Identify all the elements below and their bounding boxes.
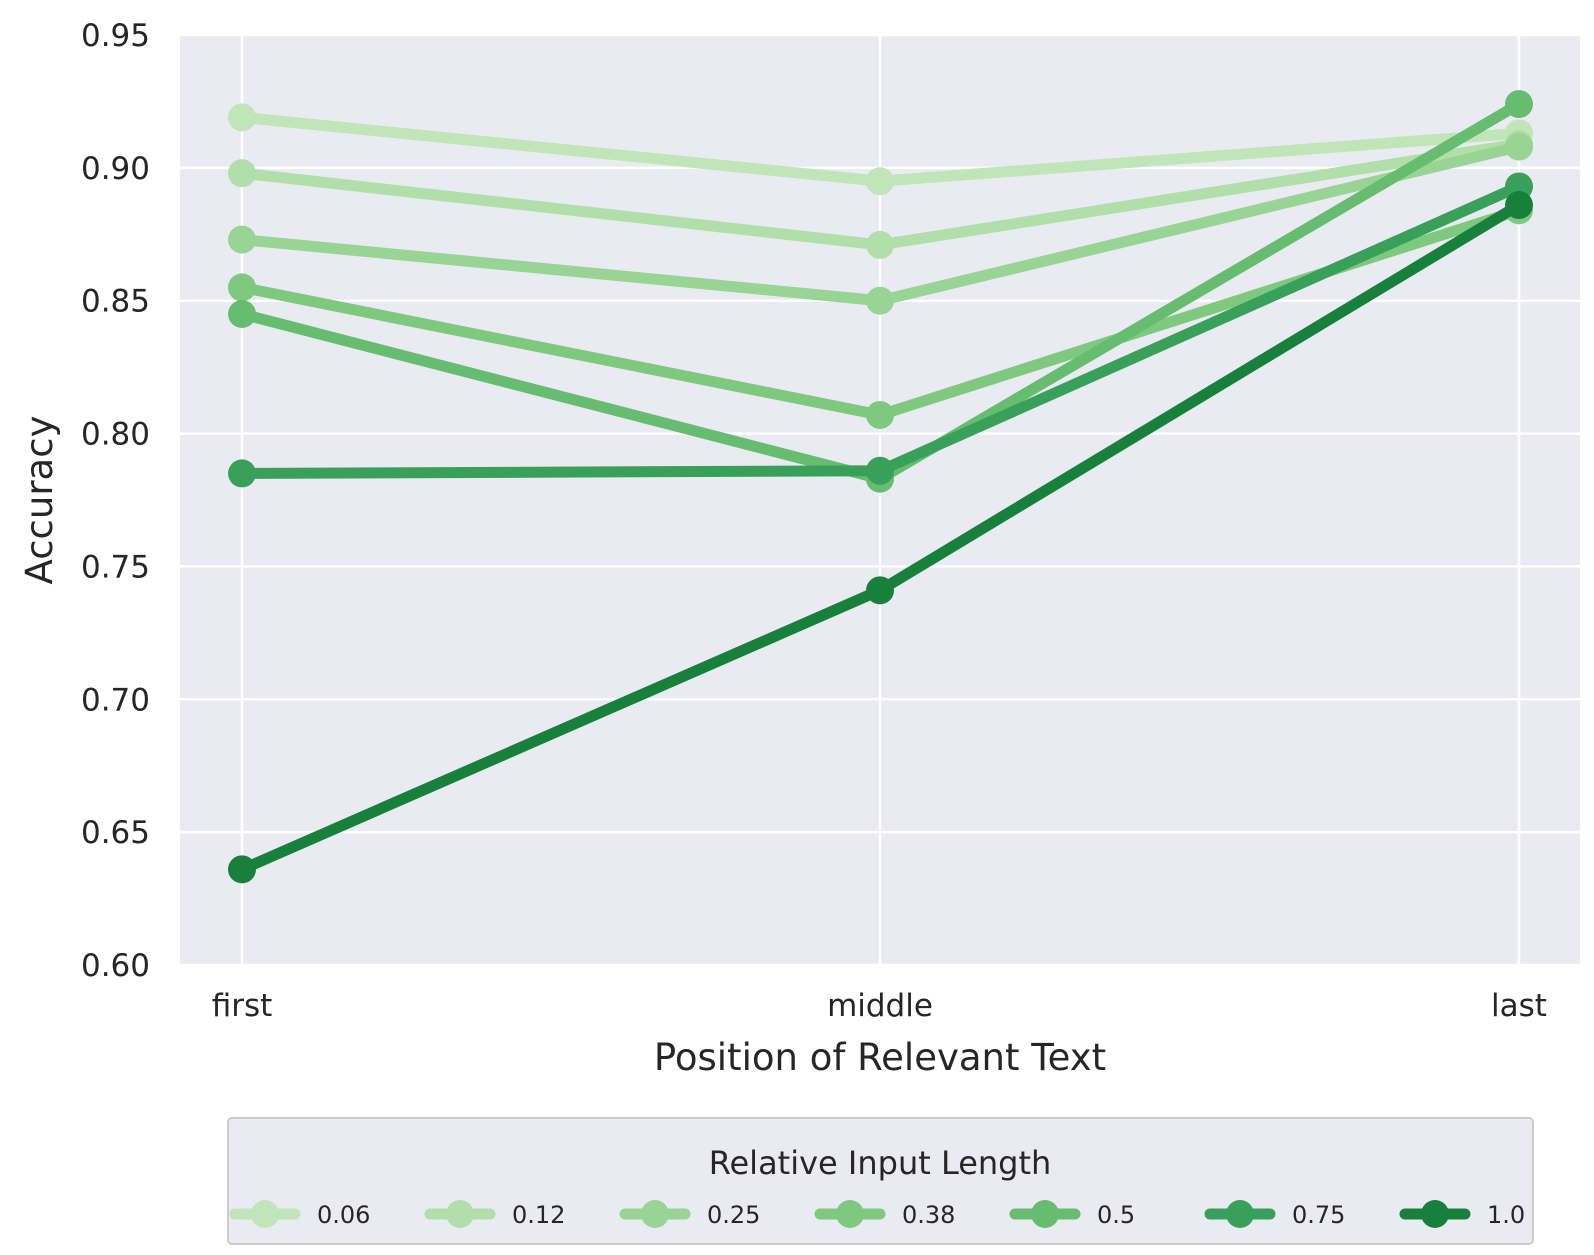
- y-tick-label: 0.70: [81, 682, 150, 718]
- data-point: [228, 103, 256, 132]
- legend-item: 0.12: [424, 1200, 565, 1229]
- legend-swatch-marker: [446, 1200, 474, 1228]
- data-point: [228, 855, 256, 884]
- data-point: [866, 400, 894, 429]
- data-point: [228, 225, 256, 254]
- data-point: [228, 459, 256, 488]
- series-1.0: [228, 191, 1533, 884]
- series-0.25: [228, 132, 1533, 315]
- legend-item: 1.0: [1399, 1200, 1525, 1229]
- series-layer: [228, 90, 1533, 884]
- x-tick-labels: first middle last: [212, 988, 1547, 1024]
- y-tick-label: 0.95: [81, 18, 150, 54]
- legend-item: 0.75: [1204, 1200, 1345, 1229]
- data-point: [1505, 90, 1533, 119]
- legend-swatch-marker: [836, 1200, 864, 1228]
- data-point: [228, 273, 256, 302]
- data-point: [866, 456, 894, 485]
- legend-swatch-marker: [1226, 1200, 1254, 1228]
- legend-swatch-marker: [1031, 1200, 1059, 1228]
- gridlines: [180, 33, 1580, 967]
- y-tick-label: 0.90: [81, 151, 150, 187]
- y-axis-label: Accuracy: [18, 416, 61, 585]
- legend-label: 0.38: [902, 1201, 955, 1229]
- data-point: [866, 576, 894, 605]
- y-tick-label: 0.60: [81, 948, 150, 984]
- legend-swatch-marker: [641, 1200, 669, 1228]
- legend-label: 0.06: [317, 1201, 370, 1229]
- series-0.06: [228, 103, 1533, 196]
- legend-label: 0.12: [512, 1201, 565, 1229]
- data-point: [1505, 132, 1533, 161]
- legend-items: 0.06 0.12 0.25 0.38 0.5 0.75 1.0: [229, 1200, 1525, 1229]
- legend: Relative Input Length 0.06 0.12 0.25 0.38 0.…: [227, 1117, 1534, 1245]
- legend-title: Relative Input Length: [709, 1144, 1052, 1182]
- x-tick-label: first: [212, 988, 273, 1024]
- data-point: [866, 286, 894, 315]
- data-point: [866, 230, 894, 259]
- legend-label: 1.0: [1487, 1201, 1525, 1229]
- legend-label: 0.5: [1097, 1201, 1135, 1229]
- data-point: [228, 300, 256, 328]
- y-tick-label: 0.75: [81, 549, 150, 585]
- data-point: [866, 167, 894, 196]
- legend-item: 0.06: [229, 1200, 370, 1229]
- y-tick-label: 0.85: [81, 284, 150, 320]
- data-point: [1505, 191, 1533, 220]
- x-tick-label: middle: [827, 988, 933, 1024]
- y-tick-labels: 0.60 0.65 0.70 0.75 0.80 0.85 0.90 0.95: [81, 18, 150, 984]
- data-point: [228, 159, 256, 188]
- legend-item: 0.38: [814, 1200, 955, 1229]
- x-axis-label: Position of Relevant Text: [654, 1036, 1106, 1079]
- legend-label: 0.75: [1292, 1201, 1345, 1229]
- y-tick-label: 0.80: [81, 417, 150, 453]
- legend-label: 0.25: [707, 1201, 760, 1229]
- legend-swatch-marker: [251, 1200, 279, 1228]
- y-tick-label: 0.65: [81, 815, 150, 851]
- legend-swatch-marker: [1421, 1200, 1449, 1228]
- legend-item: 0.5: [1009, 1200, 1135, 1229]
- legend-item: 0.25: [619, 1200, 760, 1229]
- x-tick-label: last: [1491, 988, 1547, 1024]
